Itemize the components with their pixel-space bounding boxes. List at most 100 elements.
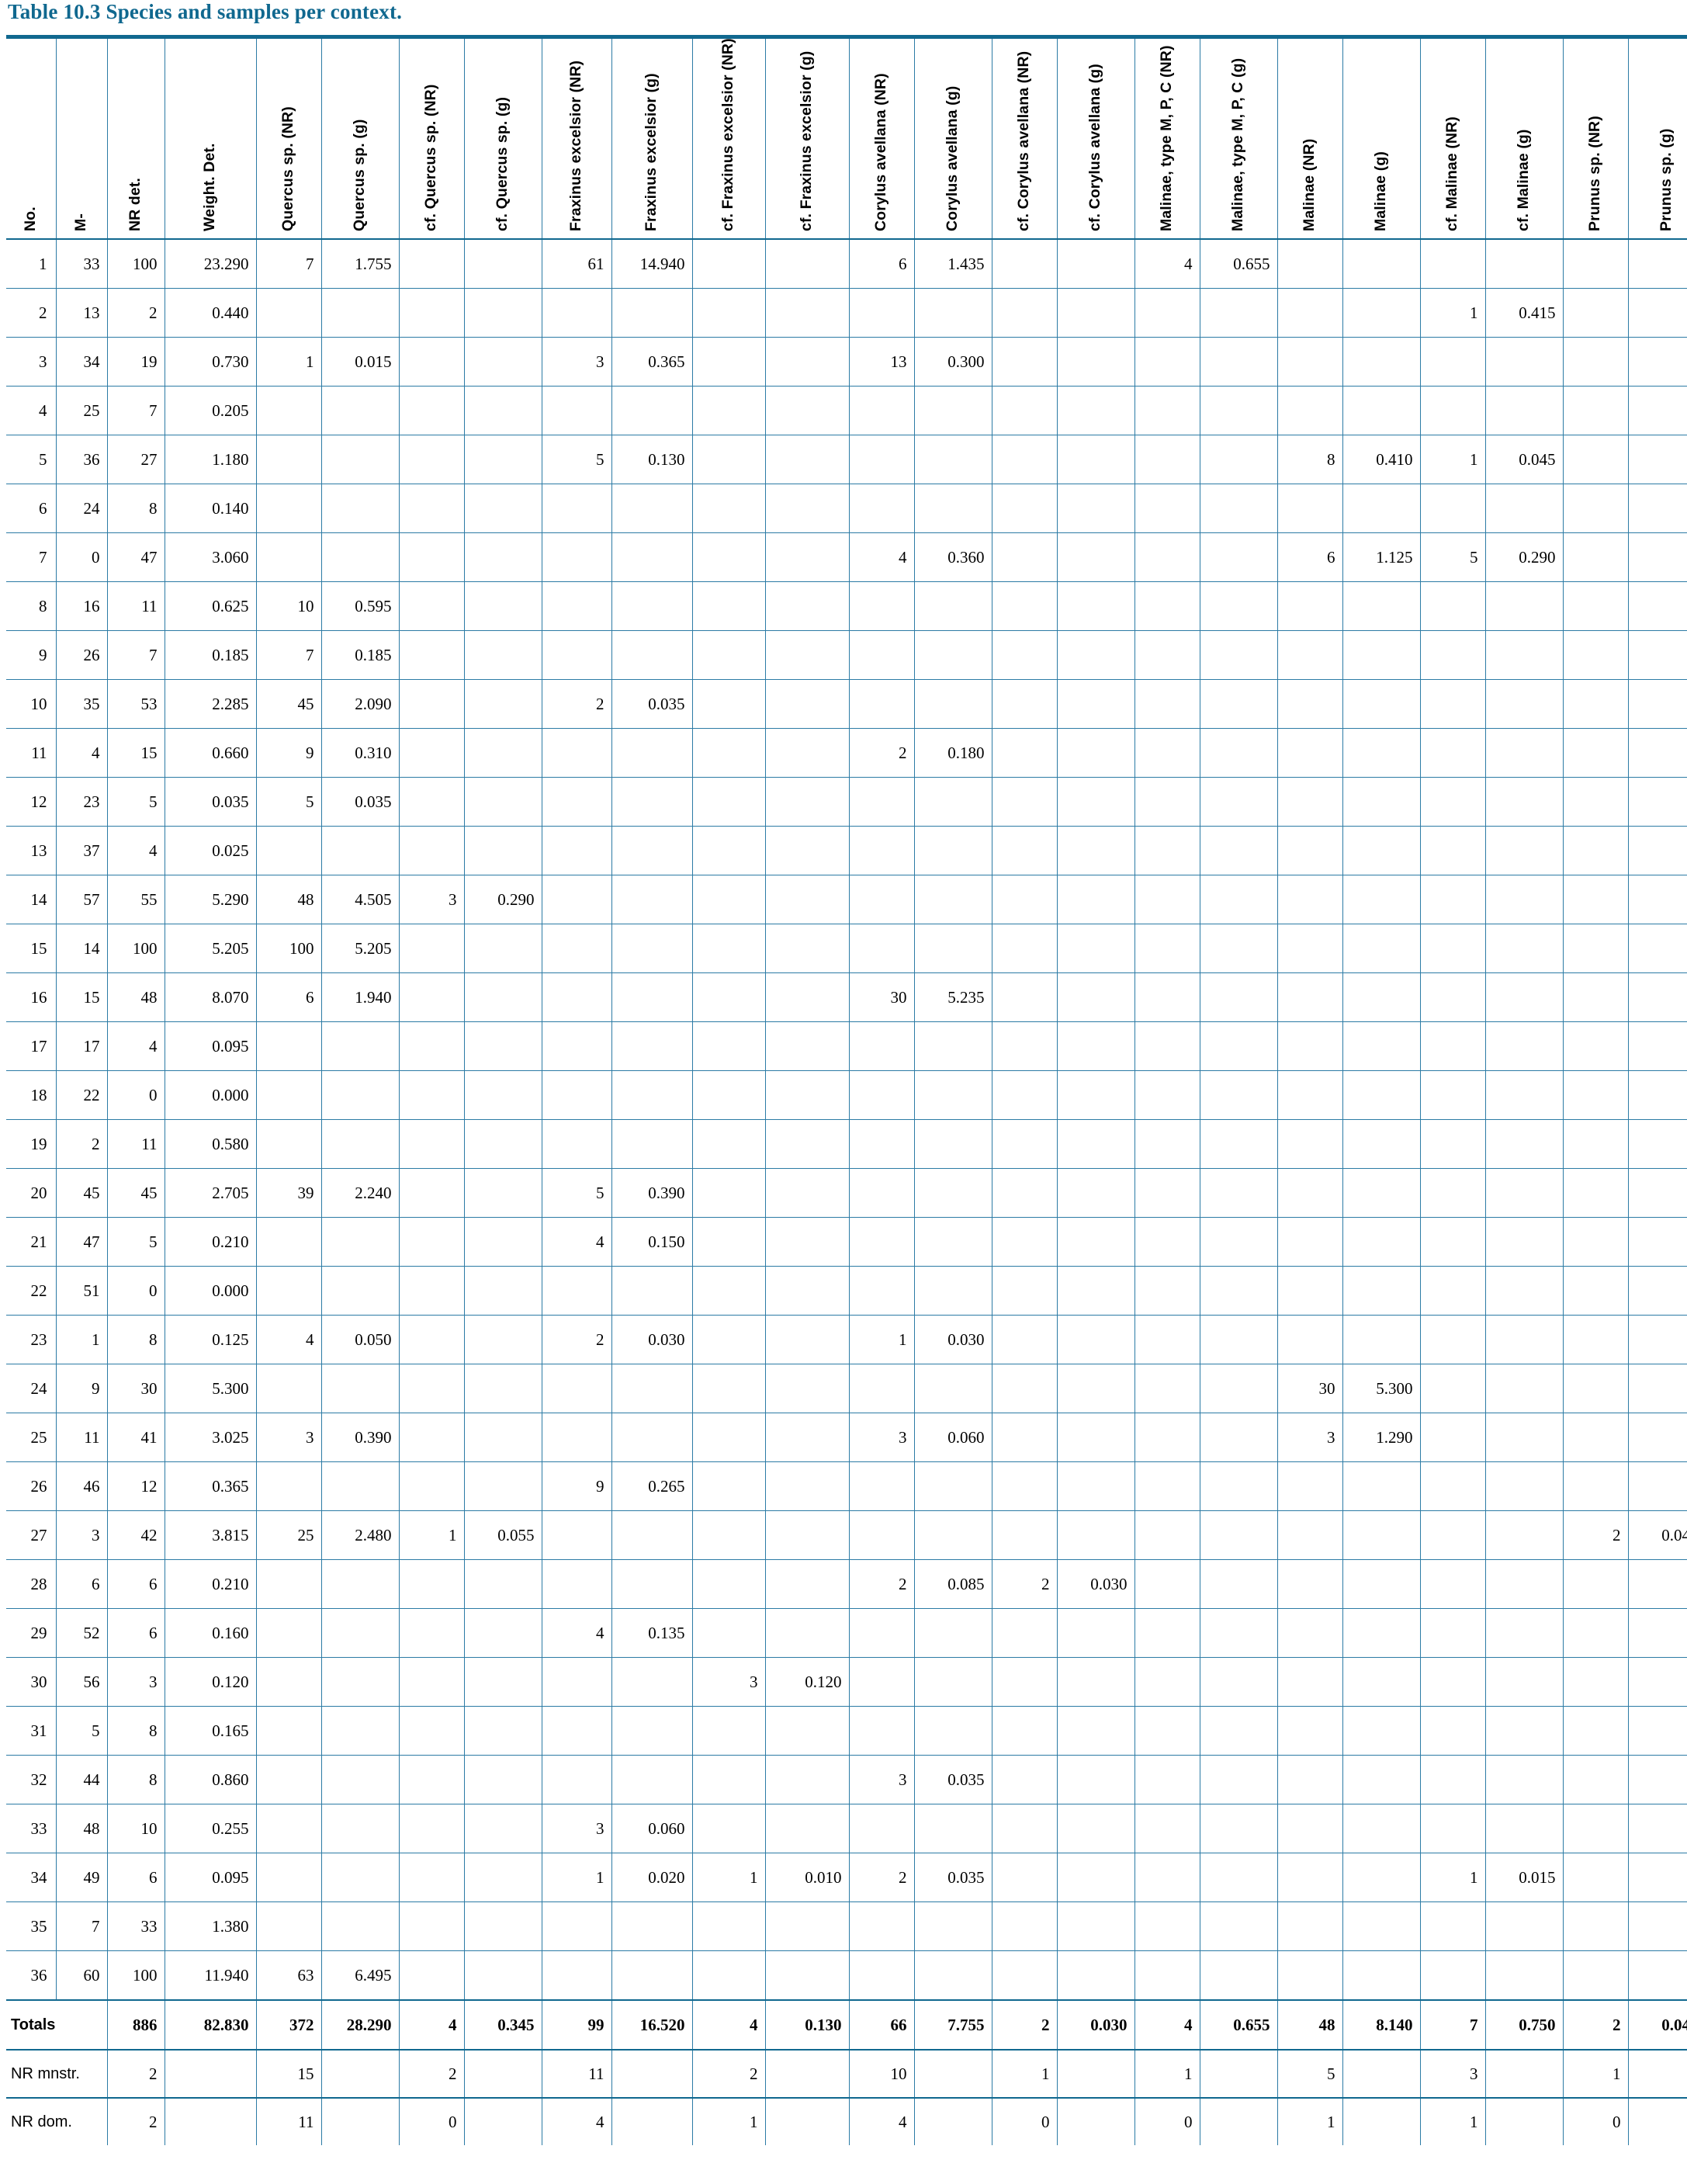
cell-cfmal_nr [1419,1413,1486,1462]
cell-frax_g [611,1266,693,1316]
cell-nrdet: 0 [106,1070,165,1120]
cell-frax_nr: 4 [541,1217,612,1267]
cell-cfmal_nr [1419,1168,1486,1218]
cell-cory_g: 0.360 [913,532,992,582]
cell-cfcory_g [1056,1315,1135,1364]
cell-cfquer_g [463,630,542,680]
column-header-label: cf. Malinae (g) [1515,129,1532,231]
cell-cfcory_nr [991,239,1058,289]
cell-prun_nr [1562,777,1629,827]
cell-mal_g [1342,484,1421,533]
column-header-maltyp_g: Malinae, type M, P, C (g) [1199,35,1278,240]
column-header-quer_nr: Quercus sp. (NR) [255,35,322,240]
cell-cory_g [913,826,992,875]
cell-no: 28 [6,1559,57,1609]
table-row: 8 16 11 0.625 10 0.595 [6,581,1687,631]
cell-mal_g: 1.290 [1342,1413,1421,1462]
cell-maltyp_nr [1134,875,1200,924]
cell-maltyp_g [1199,1364,1278,1413]
cell-mal_g [1342,1168,1421,1218]
cell-mal_g [1342,1021,1421,1071]
cell-prun_g [1627,728,1687,778]
cell-mal_g [1342,875,1421,924]
cell-cfcory_nr [991,1950,1058,2001]
cell-cffrax_g [764,1168,850,1218]
column-header-cffrax_g: cf. Fraxinus excelsior (g) [764,35,850,240]
cell-cfmal_g [1484,875,1564,924]
cell-frax_nr [541,1755,612,1804]
cell-m: 49 [55,1853,108,1902]
cell-frax_g [611,630,693,680]
cell-cory_g [913,1119,992,1169]
cell-cffrax_nr [691,1364,766,1413]
cell-cfmal_g [1484,1413,1564,1462]
cell-cffrax_g [764,581,850,631]
cell-cffrax_g [764,484,850,533]
cell-frax_g [611,484,693,533]
cell-wdet: 1.180 [164,435,257,484]
cell-cffrax_g [764,630,850,680]
cell-cffrax_g [764,1021,850,1071]
table-row: 26 46 12 0.365 9 0.265 [6,1461,1687,1511]
cell-cffrax_nr [691,679,766,729]
cell-cffrax_nr [691,337,766,387]
cell-maltyp_nr [1134,1364,1200,1413]
cell-cfcory_g [1056,435,1135,484]
cell-frax_g: 0.265 [611,1461,693,1511]
cell-mal_g [1342,1070,1421,1120]
table-row: 9 26 7 0.185 7 0.185 [6,630,1687,680]
column-header-label: Malinae (NR) [1301,138,1318,231]
cell-wdet: 0.000 [164,1070,257,1120]
cell-frax_g: 0.020 [611,1853,693,1902]
cell-mal_g [1342,1901,1421,1951]
cell-cfcory_nr [991,1364,1058,1413]
cell-maltyp_g [1199,875,1278,924]
cell-quer_g [320,288,400,338]
cell-cfmal_g [1484,826,1564,875]
cell-prun_g: 0.045 [1627,1510,1687,1560]
cell-mal_g [1342,1217,1421,1267]
cell-frax_g: 0.130 [611,435,693,484]
cell-maltyp_g [1199,532,1278,582]
cell-mal_nr [1277,777,1343,827]
cell-quer_g [320,1608,400,1658]
cell-frax_g [611,728,693,778]
cell-cory_g [913,1608,992,1658]
cell-frax_nr [541,1657,612,1707]
cell-quer_nr [255,1266,322,1316]
cell-maltyp_g [1199,386,1278,435]
cell-mal_nr [1277,1901,1343,1951]
summary-cell-nrdet: 2 [106,2050,165,2099]
cell-nrdet: 100 [106,1950,165,2001]
summary-row-totals: Totals 886 82.830 372 28.290 4 0.345 99 16.520 4 0… [6,1999,1687,2051]
cell-cffrax_g [764,435,850,484]
cell-wdet: 0.210 [164,1217,257,1267]
cell-cfquer_g [463,1413,542,1462]
cell-m: 2 [55,1119,108,1169]
cell-wdet: 0.210 [164,1559,257,1609]
cell-quer_g [320,435,400,484]
header-rotate-wrap: Malinae, type M, P, C (g) [1200,48,1277,233]
cell-frax_g: 0.150 [611,1217,693,1267]
cell-m: 60 [55,1950,108,2001]
cell-nrdet: 19 [106,337,165,387]
summary-cell-maltyp_nr: 0 [1134,2098,1200,2145]
cell-mal_g [1342,1119,1421,1169]
column-header-cffrax_nr: cf. Fraxinus excelsior (NR) [691,35,766,240]
cell-quer_nr [255,386,322,435]
cell-nrdet: 5 [106,777,165,827]
cell-prun_nr [1562,1559,1629,1609]
table-caption: Table 10.3 Species and samples per conte… [8,0,403,23]
table-row: 5 36 27 1.180 5 0.130 8 0.410 1 0.045 [6,435,1687,484]
cell-quer_nr: 25 [255,1510,322,1560]
table-row: 25 11 41 3.025 3 0.390 3 0.060 3 1.290 [6,1413,1687,1462]
cell-mal_nr [1277,924,1343,973]
table-row: 2 13 2 0.440 1 0.415 [6,288,1687,338]
cell-cfmal_nr [1419,1657,1486,1707]
cell-cory_nr [848,1901,915,1951]
cell-cfcory_g [1056,1119,1135,1169]
cell-maltyp_g [1199,1461,1278,1511]
cell-cfmal_g [1484,1119,1564,1169]
cell-cfquer_g [463,1657,542,1707]
cell-maltyp_g [1199,1217,1278,1267]
